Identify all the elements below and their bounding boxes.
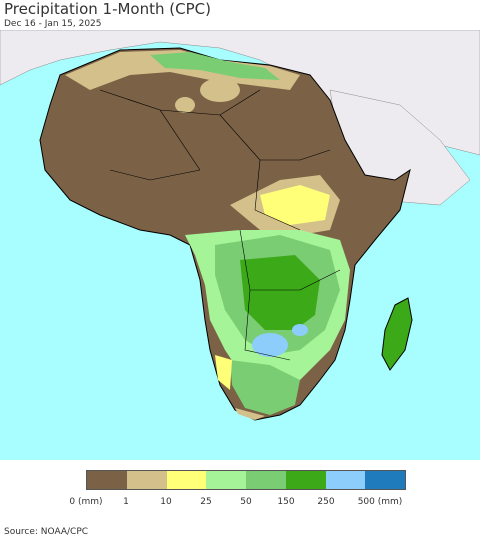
legend-swatch-3 xyxy=(206,471,246,489)
country-borders xyxy=(99,89,341,361)
wet-patch-blue xyxy=(252,333,288,357)
sahara-tan-patch-2 xyxy=(175,97,195,113)
legend-swatch-4 xyxy=(246,471,286,489)
madagascar xyxy=(381,297,413,371)
legend-swatch-5 xyxy=(285,471,326,489)
africa-map-svg xyxy=(0,30,480,460)
legend-color-bar xyxy=(86,470,406,490)
legend-swatch-1 xyxy=(126,471,167,489)
date-range: Dec 16 - Jan 15, 2025 xyxy=(4,19,102,29)
precipitation-map xyxy=(0,30,480,460)
legend-label-5: 150 xyxy=(277,497,295,507)
legend-swatch-6 xyxy=(325,471,366,489)
legend-label-1: 1 xyxy=(123,497,129,507)
south-africa-yellow xyxy=(215,355,232,390)
central-africa-dark-green xyxy=(240,255,320,330)
legend-label-6: 250 xyxy=(317,497,335,507)
south-africa-green xyxy=(230,360,300,415)
legend-swatch-7 xyxy=(365,471,405,489)
legend-label-4: 50 xyxy=(240,497,252,507)
legend-label-3: 25 xyxy=(200,497,212,507)
north-coast-green xyxy=(150,52,280,80)
north-coast-tan xyxy=(65,50,300,90)
page-title: Precipitation 1-Month (CPC) xyxy=(4,0,211,18)
legend-swatch-0 xyxy=(87,471,127,489)
sahel-yellow xyxy=(260,185,330,225)
legend-label-7: 500 (mm) xyxy=(357,497,403,507)
wet-patch-blue-2 xyxy=(292,324,308,336)
south-africa-tan xyxy=(235,408,265,420)
legend-swatch-2 xyxy=(166,471,207,489)
sahara-tan-patch xyxy=(200,78,240,102)
legend-label-0: 0 (mm) xyxy=(69,497,103,507)
legend-label-2: 10 xyxy=(160,497,172,507)
source-credit: Source: NOAA/CPC xyxy=(4,527,89,537)
